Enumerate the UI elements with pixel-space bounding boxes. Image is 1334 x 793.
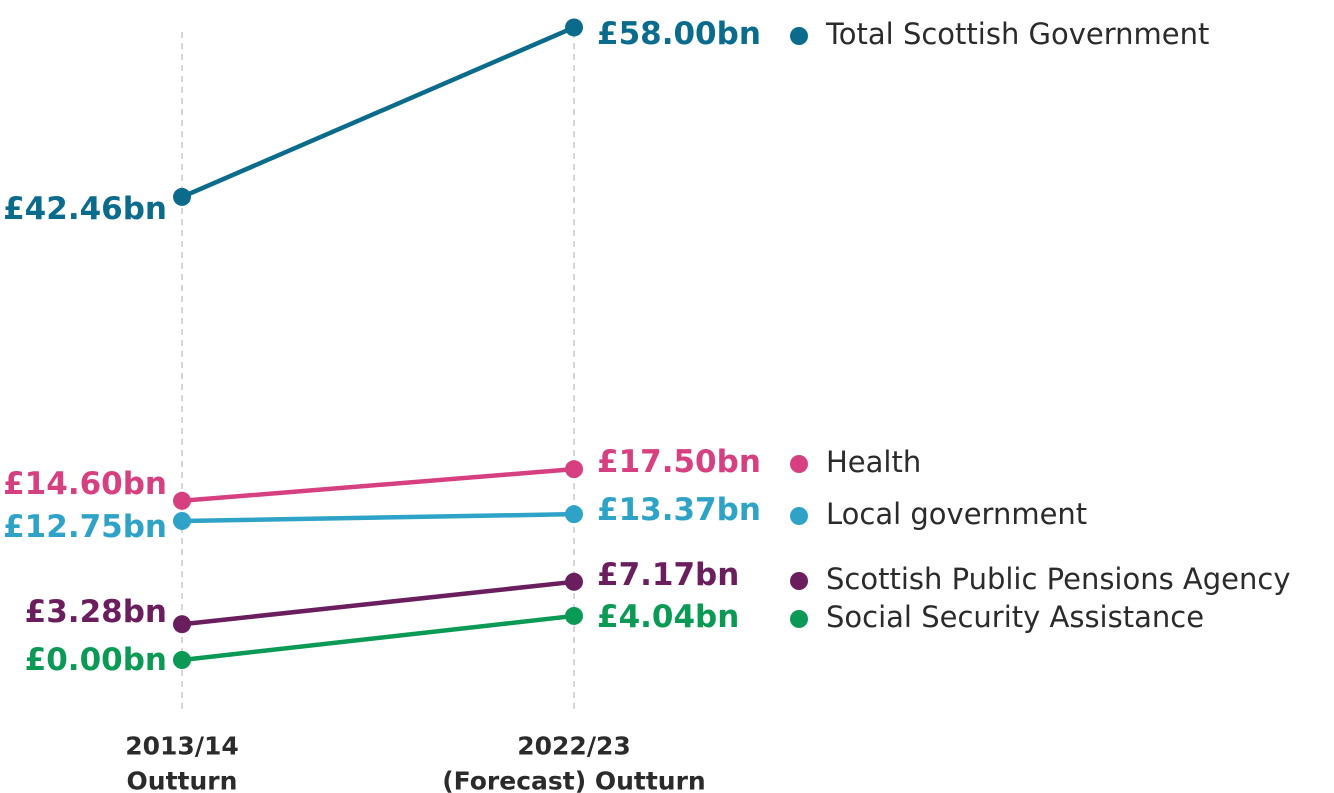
- legend-label-4: Social Security Assistance: [826, 600, 1204, 634]
- legend-label-1: Health: [826, 445, 921, 479]
- value-label-1-0: £14.60bn: [3, 466, 167, 502]
- legend-marker-2: [790, 507, 808, 525]
- legend-marker-0: [790, 27, 808, 45]
- series-line-4: [179, 613, 577, 663]
- legend-marker-1: [790, 455, 808, 473]
- point-0-0: [173, 187, 191, 206]
- data-points: [173, 18, 583, 669]
- x-tick-label-0-0: 2013/14: [125, 732, 239, 761]
- series-line-1: [179, 466, 577, 504]
- series-line-2: [179, 511, 577, 524]
- x-axis: 2013/14 Outturn 2022/23 (Forecast) Outturn: [125, 732, 706, 793]
- grid-lines: [181, 32, 575, 712]
- point-3-1: [565, 572, 583, 591]
- value-label-2-1: £13.37bn: [597, 492, 761, 528]
- point-4-0: [173, 651, 191, 669]
- point-4-1: [565, 606, 583, 625]
- legend-label-2: Local government: [826, 497, 1087, 531]
- value-label-4-1: £4.04bn: [597, 599, 739, 635]
- legend: Total Scottish Government Health Local gov…: [790, 17, 1291, 634]
- value-label-2-0: £12.75bn: [3, 509, 167, 545]
- x-tick-label-1-0: 2022/23: [517, 732, 631, 761]
- data-labels: £42.46bn £58.00bn £14.60bn £17.50bn £12.75bn…: [3, 16, 761, 678]
- point-1-0: [173, 491, 191, 510]
- value-label-3-1: £7.17bn: [597, 557, 739, 593]
- point-0-1: [565, 18, 583, 37]
- series-lines: [179, 25, 577, 663]
- value-label-3-0: £3.28bn: [25, 594, 167, 630]
- value-label-0-0: £42.46bn: [3, 191, 167, 227]
- x-tick-label-1-1: (Forecast) Outturn: [442, 767, 705, 793]
- series-line-0: [179, 25, 577, 200]
- point-1-1: [565, 460, 583, 479]
- point-2-0: [173, 511, 191, 530]
- point-2-1: [565, 505, 583, 524]
- point-3-0: [173, 615, 191, 634]
- value-label-0-1: £58.00bn: [597, 16, 761, 52]
- series-line-3: [179, 579, 577, 627]
- x-tick-label-0-1: Outturn: [127, 767, 238, 793]
- legend-label-0: Total Scottish Government: [825, 17, 1209, 51]
- legend-label-3: Scottish Public Pensions Agency: [826, 562, 1291, 596]
- value-label-4-0: £0.00bn: [25, 642, 167, 678]
- legend-marker-4: [790, 610, 808, 628]
- value-label-1-1: £17.50bn: [597, 444, 761, 480]
- legend-marker-3: [790, 572, 808, 590]
